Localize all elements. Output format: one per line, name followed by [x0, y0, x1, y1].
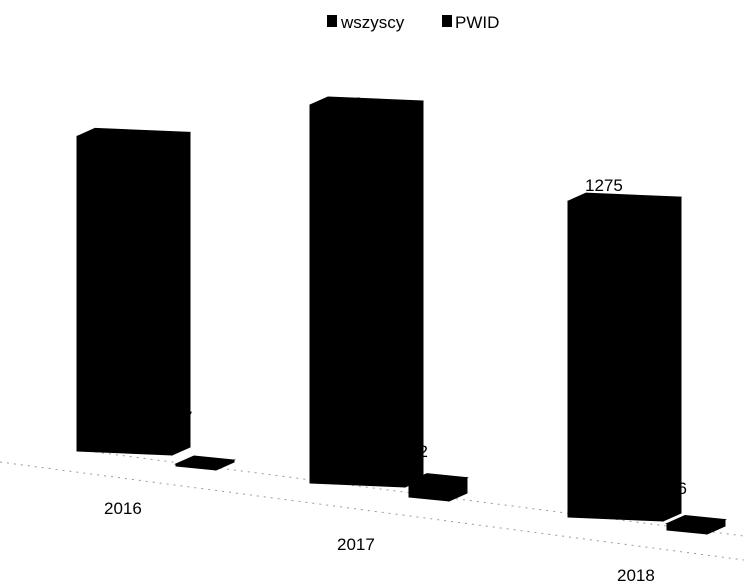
category-label-2017: 2017 [337, 535, 375, 554]
data-label-wszyscy-2016: 1270 [91, 140, 129, 159]
bar-pwid-2018 [665, 515, 727, 535]
bar-wszyscy-2016-front [76, 135, 173, 456]
legend-swatch-pwid [442, 15, 452, 27]
bar-wszyscy-2017-front [309, 104, 406, 488]
bar-wszyscy-2018-top [567, 192, 682, 206]
bar-wszyscy-2018 [567, 192, 682, 522]
legend-label-pwid: PWID [455, 13, 499, 32]
bars-group [76, 96, 727, 535]
data-label-pwid-2017: 62 [409, 442, 428, 461]
category-axis: 2016 2017 2018 [104, 499, 655, 585]
bar-pwid-2016-top [174, 455, 236, 469]
category-label-2016: 2016 [104, 499, 142, 518]
legend-label-wszyscy: wszyscy [340, 13, 405, 32]
data-label-pwid-2018: 26 [668, 479, 687, 498]
bar-pwid-2017-top [407, 473, 469, 487]
data-label-wszyscy-2017: 1526 [325, 94, 363, 113]
bar-wszyscy-2017-top [309, 96, 424, 110]
bar-wszyscy-2016-top [76, 127, 191, 141]
category-label-2018: 2018 [617, 566, 655, 585]
bar-wszyscy-2017 [309, 96, 424, 488]
bar-wszyscy-2016-side [171, 131, 191, 456]
bar-pwid-2017 [407, 473, 469, 502]
bar-pwid-2018-top [665, 515, 727, 529]
bar-wszyscy-2017-side [404, 100, 424, 488]
data-label-wszyscy-2018: 1275 [585, 176, 623, 195]
data-labels: 1270 1526 1275 7 62 26 [91, 94, 687, 498]
legend-swatch-wszyscy [327, 15, 337, 27]
chart-legend: wszyscy PWID [327, 13, 499, 32]
bar-wszyscy-2016 [76, 127, 191, 456]
bar-wszyscy-2018-front [567, 200, 664, 522]
bar-pwid-2016 [174, 455, 236, 471]
bar-wszyscy-2018-side [662, 196, 682, 522]
data-label-pwid-2016: 7 [183, 408, 192, 427]
